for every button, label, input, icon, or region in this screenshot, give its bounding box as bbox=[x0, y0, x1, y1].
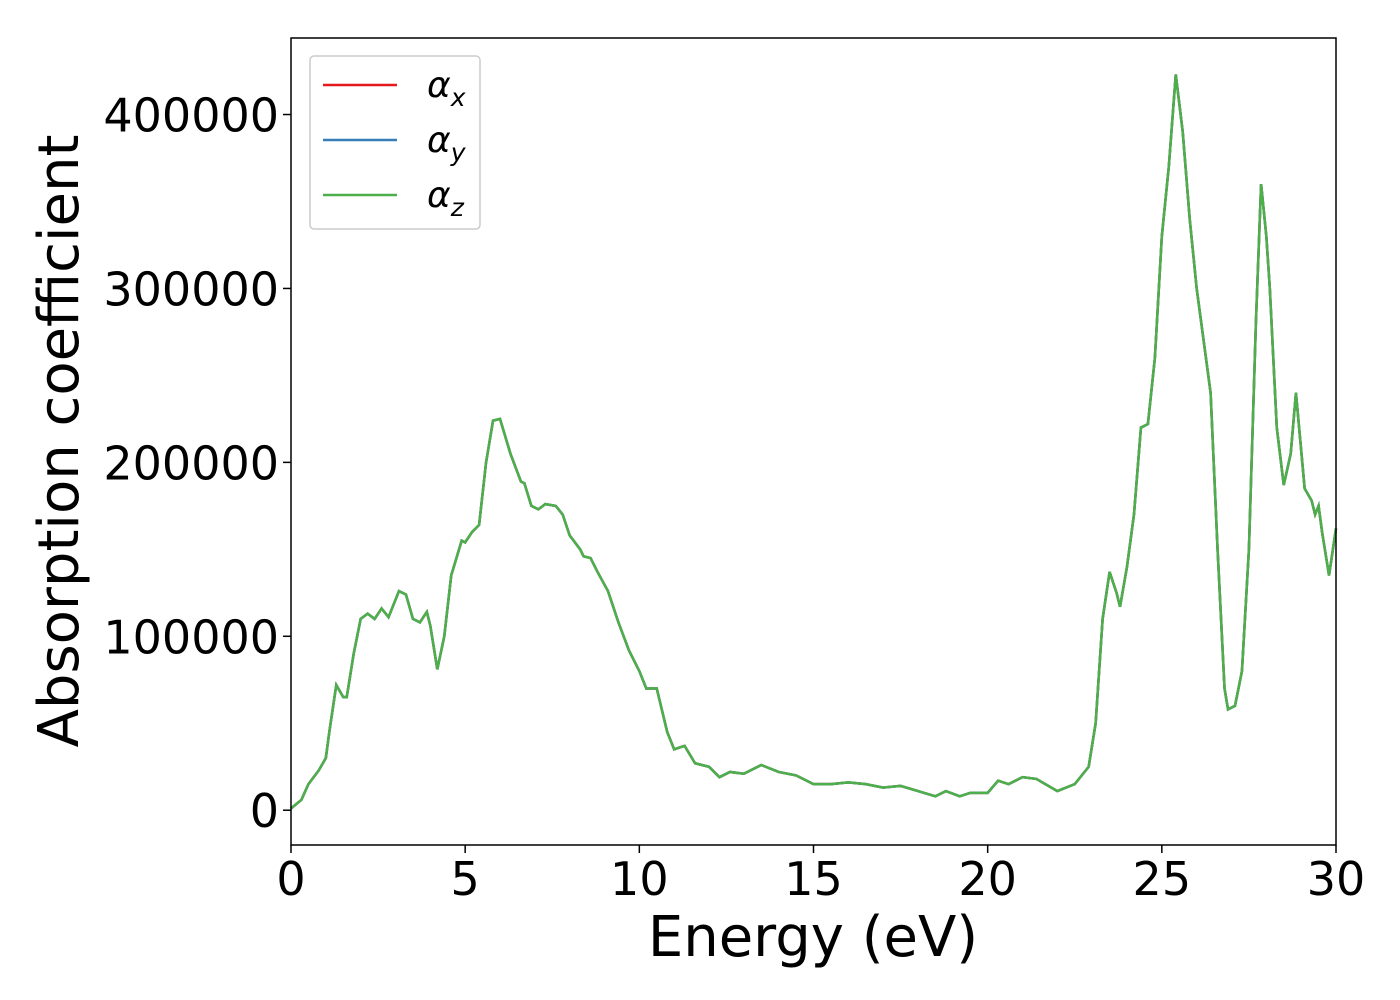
legend-label: αy bbox=[427, 120, 467, 167]
legend-subscript: z bbox=[450, 193, 465, 222]
x-tick-label: 30 bbox=[1307, 852, 1366, 906]
plot-frame bbox=[290, 37, 1337, 846]
y-tick-label: 100000 bbox=[103, 610, 279, 664]
y-tick-label: 300000 bbox=[103, 262, 279, 316]
legend-subscript: y bbox=[450, 138, 467, 167]
x-tick-label: 15 bbox=[784, 852, 843, 906]
x-tick-label: 25 bbox=[1133, 852, 1192, 906]
legend-label: αz bbox=[427, 175, 465, 222]
legend-subscript: x bbox=[450, 83, 466, 112]
y-tick-label: 200000 bbox=[103, 436, 279, 490]
legend-symbol: α bbox=[427, 175, 451, 216]
legend-box bbox=[309, 55, 481, 230]
legend-symbol: α bbox=[427, 120, 451, 161]
x-axis-label: Energy (eV) bbox=[648, 905, 978, 970]
x-tick-label: 10 bbox=[610, 852, 669, 906]
x-tick-label: 5 bbox=[451, 852, 480, 906]
y-tick-label: 400000 bbox=[103, 89, 279, 143]
legend-label: αx bbox=[427, 65, 466, 112]
y-tick-label: 0 bbox=[250, 784, 279, 838]
data-line bbox=[290, 74, 1338, 810]
x-tick-label: 20 bbox=[958, 852, 1017, 906]
y-axis-label: Absorption coefficient bbox=[27, 135, 92, 748]
x-tick-label: 0 bbox=[276, 852, 305, 906]
legend-symbol: α bbox=[427, 65, 451, 106]
